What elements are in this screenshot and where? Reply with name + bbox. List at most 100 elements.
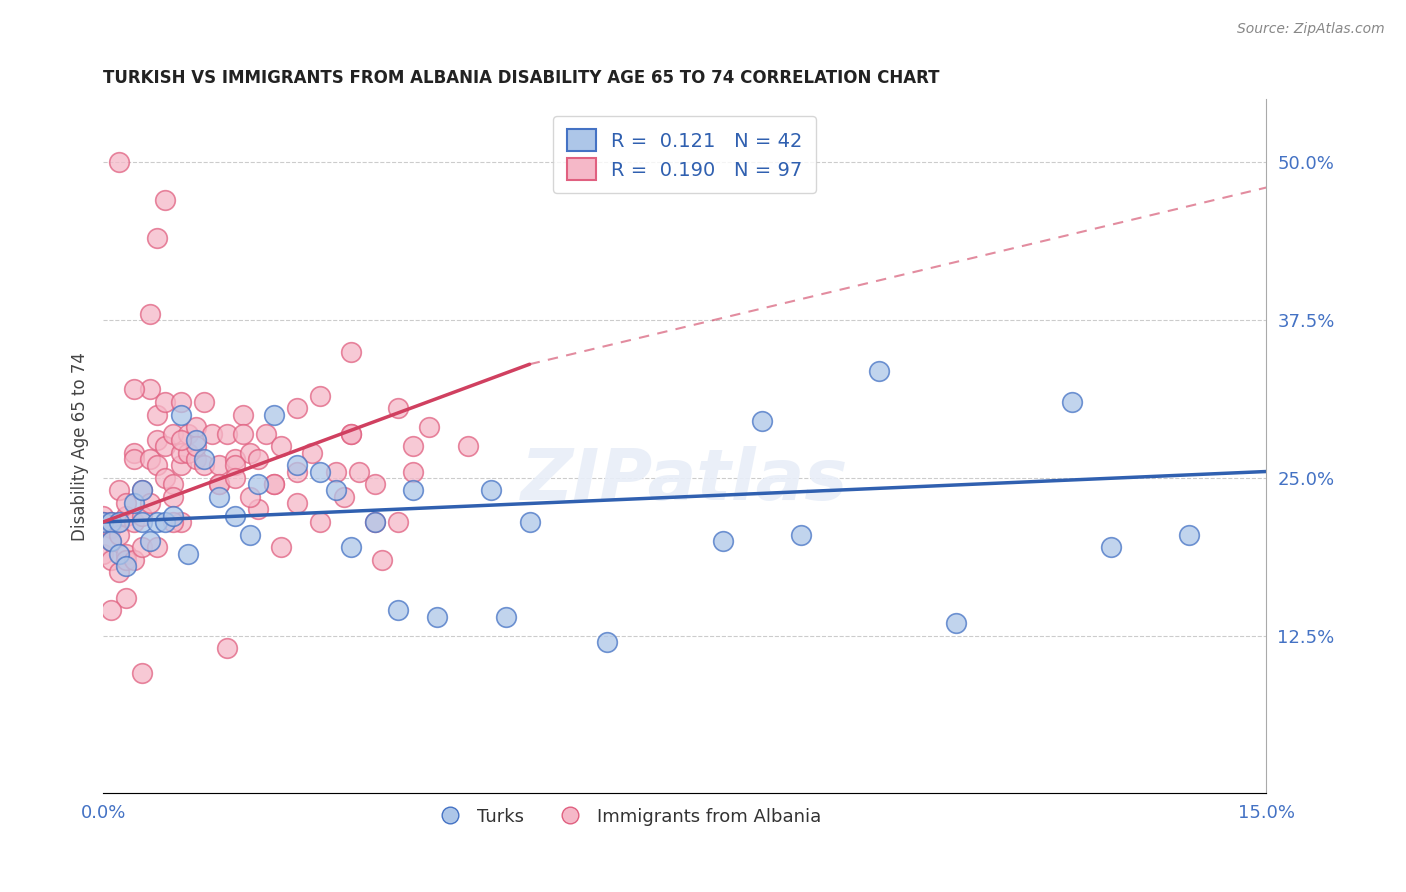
Point — [131, 483, 153, 498]
Point — [177, 445, 200, 459]
Point — [170, 395, 193, 409]
Point — [247, 477, 270, 491]
Point — [107, 566, 129, 580]
Point — [285, 401, 308, 416]
Point — [115, 508, 138, 523]
Point — [285, 465, 308, 479]
Point — [270, 540, 292, 554]
Point — [91, 508, 114, 523]
Point — [107, 155, 129, 169]
Point — [131, 515, 153, 529]
Point — [387, 401, 409, 416]
Point — [263, 477, 285, 491]
Point — [239, 445, 262, 459]
Point — [115, 496, 138, 510]
Point — [100, 603, 122, 617]
Point — [340, 426, 363, 441]
Point — [162, 426, 184, 441]
Point — [301, 445, 323, 459]
Point — [224, 508, 246, 523]
Point — [371, 553, 394, 567]
Point — [138, 383, 160, 397]
Legend: Turks, Immigrants from Albania: Turks, Immigrants from Albania — [425, 800, 828, 833]
Point — [131, 666, 153, 681]
Point — [107, 515, 129, 529]
Point — [153, 395, 176, 409]
Point — [146, 231, 169, 245]
Point — [325, 465, 347, 479]
Point — [332, 490, 354, 504]
Point — [122, 515, 145, 529]
Point — [387, 515, 409, 529]
Point — [91, 515, 114, 529]
Point — [363, 515, 385, 529]
Point — [170, 433, 193, 447]
Point — [868, 363, 890, 377]
Point — [153, 193, 176, 207]
Point — [91, 547, 114, 561]
Point — [91, 515, 114, 529]
Point — [387, 603, 409, 617]
Point — [713, 533, 735, 548]
Text: TURKISH VS IMMIGRANTS FROM ALBANIA DISABILITY AGE 65 TO 74 CORRELATION CHART: TURKISH VS IMMIGRANTS FROM ALBANIA DISAB… — [103, 69, 939, 87]
Point — [170, 458, 193, 473]
Point — [340, 426, 363, 441]
Point — [347, 465, 370, 479]
Point — [122, 445, 145, 459]
Point — [131, 483, 153, 498]
Point — [340, 344, 363, 359]
Point — [309, 389, 332, 403]
Point — [162, 508, 184, 523]
Point — [217, 641, 239, 656]
Point — [170, 515, 193, 529]
Point — [402, 439, 425, 453]
Point — [186, 439, 208, 453]
Point — [100, 553, 122, 567]
Point — [790, 527, 813, 541]
Text: ZIPatlas: ZIPatlas — [522, 447, 848, 516]
Point — [402, 465, 425, 479]
Point — [402, 483, 425, 498]
Point — [138, 307, 160, 321]
Point — [418, 420, 440, 434]
Point — [1177, 527, 1199, 541]
Point — [100, 515, 122, 529]
Point — [363, 477, 385, 491]
Point — [100, 521, 122, 535]
Point — [146, 433, 169, 447]
Point — [254, 426, 277, 441]
Point — [107, 527, 129, 541]
Point — [115, 591, 138, 605]
Point — [186, 451, 208, 466]
Point — [146, 458, 169, 473]
Point — [426, 609, 449, 624]
Point — [153, 471, 176, 485]
Point — [186, 420, 208, 434]
Point — [107, 483, 129, 498]
Point — [153, 515, 176, 529]
Point — [596, 635, 619, 649]
Point — [519, 515, 541, 529]
Point — [138, 496, 160, 510]
Point — [122, 496, 145, 510]
Point — [177, 426, 200, 441]
Point — [1062, 395, 1084, 409]
Point — [138, 533, 160, 548]
Point — [107, 547, 129, 561]
Point — [122, 553, 145, 567]
Point — [208, 458, 231, 473]
Point — [153, 439, 176, 453]
Point — [193, 395, 215, 409]
Point — [193, 451, 215, 466]
Point — [945, 615, 967, 630]
Point — [100, 515, 122, 529]
Point — [270, 439, 292, 453]
Point — [363, 515, 385, 529]
Point — [162, 515, 184, 529]
Point — [224, 451, 246, 466]
Point — [170, 445, 193, 459]
Point — [479, 483, 502, 498]
Point — [217, 426, 239, 441]
Point — [309, 515, 332, 529]
Point — [177, 547, 200, 561]
